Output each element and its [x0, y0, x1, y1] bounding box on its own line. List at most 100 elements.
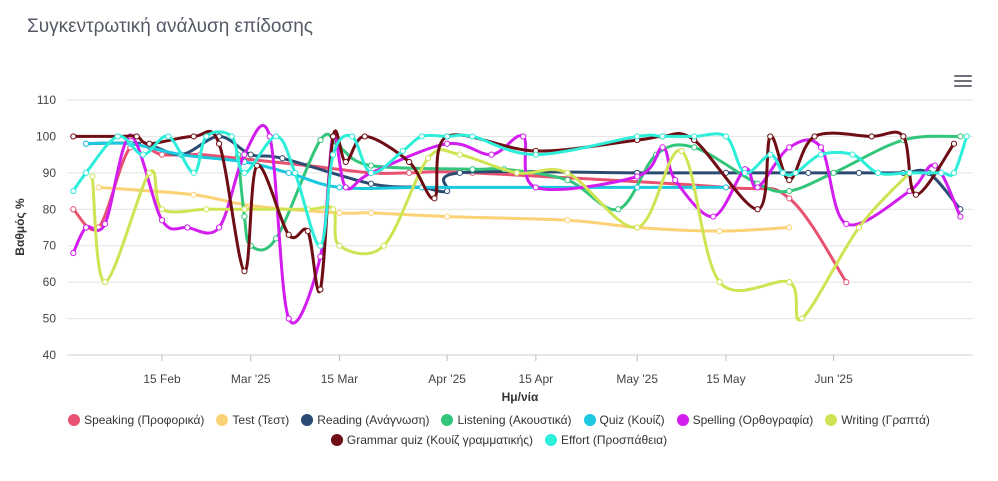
- data-point[interactable]: [786, 279, 793, 286]
- data-point[interactable]: [950, 140, 958, 147]
- data-point[interactable]: [158, 151, 166, 158]
- data-point[interactable]: [874, 169, 882, 176]
- data-point[interactable]: [634, 133, 641, 140]
- data-point[interactable]: [95, 184, 102, 191]
- data-point[interactable]: [634, 173, 641, 180]
- data-point[interactable]: [843, 279, 850, 286]
- data-point[interactable]: [786, 177, 793, 184]
- data-point[interactable]: [253, 162, 261, 169]
- legend-item[interactable]: Grammar quiz (Κουίζ γραμματικής): [330, 430, 533, 450]
- data-point[interactable]: [70, 133, 77, 140]
- data-point[interactable]: [349, 133, 356, 140]
- legend-item[interactable]: Quiz (Κουίζ): [583, 410, 665, 430]
- data-point[interactable]: [425, 155, 432, 162]
- data-point[interactable]: [215, 224, 223, 231]
- data-point[interactable]: [469, 166, 476, 173]
- data-point[interactable]: [659, 133, 666, 140]
- data-point[interactable]: [82, 140, 90, 147]
- data-point[interactable]: [957, 133, 964, 140]
- legend-item[interactable]: Listening (Ακουστικά): [441, 410, 572, 430]
- data-point[interactable]: [203, 133, 210, 140]
- data-point[interactable]: [241, 206, 248, 213]
- data-point[interactable]: [133, 133, 140, 140]
- data-point[interactable]: [906, 169, 913, 176]
- data-point[interactable]: [241, 268, 248, 275]
- data-point[interactable]: [957, 213, 964, 220]
- data-point[interactable]: [272, 133, 280, 140]
- data-point[interactable]: [456, 151, 463, 158]
- data-point[interactable]: [190, 191, 197, 198]
- data-point[interactable]: [444, 213, 451, 220]
- data-point[interactable]: [798, 315, 806, 322]
- data-point[interactable]: [228, 133, 235, 140]
- data-point[interactable]: [247, 151, 254, 158]
- data-point[interactable]: [342, 184, 349, 191]
- data-point[interactable]: [564, 217, 571, 224]
- data-point[interactable]: [811, 133, 818, 140]
- data-point[interactable]: [691, 144, 698, 151]
- data-point[interactable]: [139, 151, 147, 158]
- data-point[interactable]: [830, 169, 837, 176]
- data-point[interactable]: [615, 206, 622, 213]
- data-point[interactable]: [754, 206, 761, 213]
- data-point[interactable]: [399, 147, 406, 155]
- data-point[interactable]: [792, 169, 799, 176]
- data-point[interactable]: [931, 162, 939, 169]
- data-point[interactable]: [215, 140, 223, 147]
- data-point[interactable]: [672, 177, 679, 184]
- data-point[interactable]: [317, 136, 324, 144]
- data-point[interactable]: [368, 162, 375, 169]
- data-point[interactable]: [279, 155, 286, 162]
- data-point[interactable]: [285, 315, 292, 322]
- data-point[interactable]: [716, 228, 723, 235]
- data-point[interactable]: [741, 169, 749, 176]
- data-point[interactable]: [158, 217, 166, 224]
- data-point[interactable]: [101, 279, 109, 286]
- data-point[interactable]: [431, 195, 438, 202]
- data-point[interactable]: [843, 220, 850, 227]
- data-point[interactable]: [329, 206, 337, 213]
- data-point[interactable]: [89, 173, 96, 180]
- data-point[interactable]: [691, 133, 698, 140]
- data-point[interactable]: [329, 133, 337, 140]
- legend-item[interactable]: Spelling (Ορθογραφία): [676, 410, 813, 430]
- legend-item[interactable]: Writing (Γραπτά): [825, 410, 930, 430]
- data-point[interactable]: [406, 169, 413, 176]
- data-point[interactable]: [406, 158, 413, 166]
- data-point[interactable]: [659, 144, 666, 151]
- data-point[interactable]: [786, 187, 793, 195]
- data-point[interactable]: [532, 151, 539, 158]
- data-point[interactable]: [190, 133, 197, 140]
- data-point[interactable]: [285, 169, 292, 176]
- data-point[interactable]: [767, 133, 774, 140]
- data-point[interactable]: [184, 224, 191, 231]
- legend-item[interactable]: Reading (Ανάγνωση): [301, 410, 429, 430]
- data-point[interactable]: [444, 140, 451, 147]
- data-point[interactable]: [82, 169, 90, 176]
- data-point[interactable]: [336, 209, 343, 217]
- data-point[interactable]: [190, 169, 197, 176]
- data-point[interactable]: [786, 224, 793, 231]
- data-point[interactable]: [564, 169, 571, 176]
- data-point[interactable]: [513, 169, 520, 176]
- data-point[interactable]: [368, 169, 375, 176]
- data-point[interactable]: [158, 206, 166, 213]
- data-point[interactable]: [722, 184, 730, 191]
- data-point[interactable]: [241, 151, 248, 158]
- data-point[interactable]: [716, 279, 723, 286]
- data-point[interactable]: [520, 133, 527, 140]
- data-point[interactable]: [786, 195, 793, 202]
- data-point[interactable]: [317, 286, 324, 293]
- data-point[interactable]: [336, 242, 343, 249]
- data-point[interactable]: [380, 242, 387, 249]
- data-point[interactable]: [532, 184, 539, 191]
- data-point[interactable]: [368, 180, 375, 187]
- data-point[interactable]: [70, 206, 77, 213]
- data-point[interactable]: [779, 169, 787, 176]
- data-point[interactable]: [456, 169, 463, 176]
- data-point[interactable]: [868, 133, 875, 140]
- data-point[interactable]: [786, 144, 793, 151]
- chart-menu-button[interactable]: [952, 72, 974, 92]
- data-point[interactable]: [900, 133, 907, 140]
- data-point[interactable]: [336, 184, 343, 191]
